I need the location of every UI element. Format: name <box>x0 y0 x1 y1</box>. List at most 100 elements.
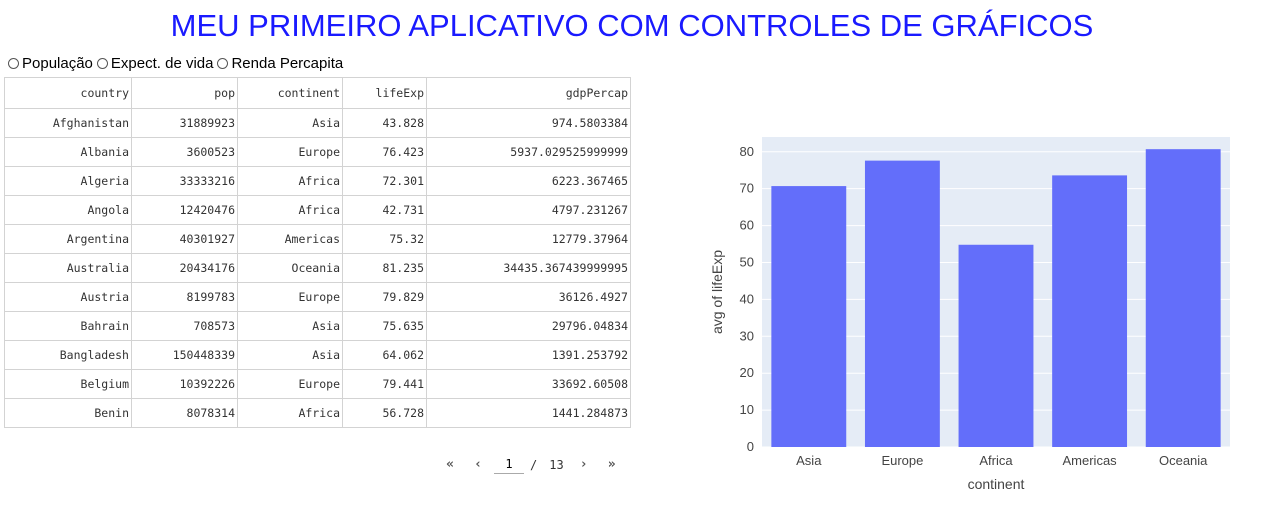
cell-pop[interactable]: 8199783 <box>131 282 238 312</box>
radio-circle-icon[interactable] <box>8 58 19 69</box>
radio-populacao[interactable]: População <box>8 55 93 72</box>
cell-gdppercap[interactable]: 29796.04834 <box>426 311 631 341</box>
cell-pop[interactable]: 150448339 <box>131 340 238 370</box>
cell-gdppercap[interactable]: 12779.37964 <box>426 224 631 254</box>
cell-lifeexp[interactable]: 72.301 <box>342 166 427 196</box>
cell-lifeexp[interactable]: 42.731 <box>342 195 427 225</box>
table-row: Bangladesh 150448339 Asia 64.062 1391.253792 <box>4 340 631 370</box>
cell-lifeexp[interactable]: 75.32 <box>342 224 427 254</box>
cell-country[interactable]: Benin <box>4 398 132 428</box>
last-page-button[interactable]: » <box>607 457 616 472</box>
column-header-lifeexp[interactable]: lifeExp <box>342 77 427 109</box>
cell-pop[interactable]: 708573 <box>131 311 238 341</box>
x-tick-label: Oceania <box>1159 453 1208 468</box>
radio-expect-vida[interactable]: Expect. de vida <box>96 55 214 72</box>
cell-lifeexp[interactable]: 43.828 <box>342 108 427 138</box>
column-header-pop[interactable]: pop <box>131 77 238 109</box>
cell-country[interactable]: Bahrain <box>4 311 132 341</box>
bar-europe[interactable] <box>864 160 940 447</box>
x-tick-label: Europe <box>881 453 923 468</box>
cell-lifeexp[interactable]: 79.829 <box>342 282 427 312</box>
y-tick-labels: 0 10 20 30 40 50 60 70 80 <box>740 144 754 454</box>
cell-lifeexp[interactable]: 75.635 <box>342 311 427 341</box>
radio-label: Expect. de vida <box>110 55 214 72</box>
cell-country[interactable]: Argentina <box>4 224 132 254</box>
page-title: MEU PRIMEIRO APLICATIVO COM CONTROLES DE… <box>170 8 1094 43</box>
cell-gdppercap[interactable]: 974.5803384 <box>426 108 631 138</box>
column-header-country[interactable]: country <box>4 77 132 109</box>
x-tick-label: Africa <box>979 453 1013 468</box>
x-axis-label: continent <box>968 476 1025 492</box>
radio-circle-icon[interactable] <box>96 58 108 69</box>
cell-continent[interactable]: Asia <box>237 311 343 341</box>
cell-continent[interactable]: Europe <box>237 282 343 312</box>
cell-gdppercap[interactable]: 5937.029525999999 <box>426 137 631 167</box>
cell-gdppercap[interactable]: 34435.367439999995 <box>426 253 631 283</box>
cell-country[interactable]: Austria <box>4 282 132 312</box>
bar-oceania[interactable] <box>1145 149 1221 447</box>
cell-gdppercap[interactable]: 36126.4927 <box>426 282 631 312</box>
table-row: Belgium 10392226 Europe 79.441 33692.60508 <box>4 369 631 399</box>
y-tick-label: 20 <box>740 365 754 380</box>
cell-country[interactable]: Algeria <box>4 166 132 196</box>
radio-label: População <box>22 55 93 72</box>
y-tick-label: 70 <box>740 181 754 196</box>
cell-lifeexp[interactable]: 56.728 <box>342 398 427 428</box>
y-tick-label: 40 <box>740 291 754 306</box>
bar-americas[interactable] <box>1052 175 1128 447</box>
cell-pop[interactable]: 31889923 <box>131 108 238 138</box>
cell-gdppercap[interactable]: 4797.231267 <box>426 195 631 225</box>
cell-continent[interactable]: Africa <box>237 166 343 196</box>
cell-continent[interactable]: Europe <box>237 137 343 167</box>
cell-gdppercap[interactable]: 1441.284873 <box>426 398 631 428</box>
y-tick-label: 60 <box>740 218 754 233</box>
table-row: Argentina 40301927 Americas 75.32 12779.3796… <box>4 224 631 254</box>
first-page-button[interactable]: « <box>446 457 454 472</box>
previous-page-button[interactable]: ‹ <box>474 457 482 472</box>
cell-country[interactable]: Angola <box>4 195 132 225</box>
total-pages: 13 <box>549 457 564 472</box>
column-header-gdppercap[interactable]: gdpPercap <box>426 77 631 109</box>
bar-asia[interactable] <box>771 186 847 447</box>
table-row: Bahrain 708573 Asia 75.635 29796.04834 <box>4 311 631 341</box>
cell-pop[interactable]: 20434176 <box>131 253 238 283</box>
cell-continent[interactable]: Africa <box>237 398 343 428</box>
cell-pop[interactable]: 12420476 <box>131 195 238 225</box>
cell-country[interactable]: Afghanistan <box>4 108 132 138</box>
cell-country[interactable]: Bangladesh <box>4 340 132 370</box>
cell-continent[interactable]: Asia <box>237 108 343 138</box>
cell-gdppercap[interactable]: 1391.253792 <box>426 340 631 370</box>
cell-pop[interactable]: 33333216 <box>131 166 238 196</box>
cell-country[interactable]: Albania <box>4 137 132 167</box>
cell-continent[interactable]: Europe <box>237 369 343 399</box>
cell-continent[interactable]: Americas <box>237 224 343 254</box>
current-page-input[interactable] <box>494 455 524 474</box>
y-tick-label: 50 <box>740 254 754 269</box>
bars <box>771 149 1221 447</box>
cell-gdppercap[interactable]: 6223.367465 <box>426 166 631 196</box>
y-tick-label: 30 <box>740 328 754 343</box>
cell-country[interactable]: Australia <box>4 253 132 283</box>
cell-gdppercap[interactable]: 33692.60508 <box>426 369 631 399</box>
cell-country[interactable]: Belgium <box>4 369 132 399</box>
table-row: Albania 3600523 Europe 76.423 5937.029525999… <box>4 137 631 167</box>
cell-lifeexp[interactable]: 81.235 <box>342 253 427 283</box>
cell-continent[interactable]: Asia <box>237 340 343 370</box>
cell-pop[interactable]: 8078314 <box>131 398 238 428</box>
cell-pop[interactable]: 3600523 <box>131 137 238 167</box>
cell-lifeexp[interactable]: 76.423 <box>342 137 427 167</box>
cell-pop[interactable]: 10392226 <box>131 369 238 399</box>
cell-continent[interactable]: Africa <box>237 195 343 225</box>
next-page-button[interactable]: › <box>579 457 588 472</box>
cell-pop[interactable]: 40301927 <box>131 224 238 254</box>
x-tick-labels: Asia Europe Africa Americas Oceania <box>796 453 1208 468</box>
table-row: Afghanistan 31889923 Asia 43.828 974.5803384 <box>4 108 631 138</box>
cell-continent[interactable]: Oceania <box>237 253 343 283</box>
radio-circle-icon[interactable] <box>217 58 229 69</box>
bar-africa[interactable] <box>958 244 1034 447</box>
radio-renda-percapita[interactable]: Renda Percapita <box>217 55 343 72</box>
column-header-continent[interactable]: continent <box>237 77 343 109</box>
cell-lifeexp[interactable]: 79.441 <box>342 369 427 399</box>
x-tick-label: Asia <box>796 453 822 468</box>
cell-lifeexp[interactable]: 64.062 <box>342 340 427 370</box>
